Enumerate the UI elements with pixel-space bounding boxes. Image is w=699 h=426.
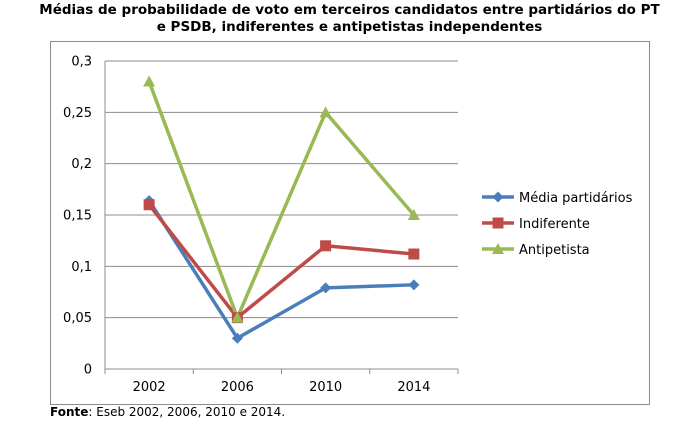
y-tick-label: 0,2 xyxy=(71,157,92,172)
y-tick-label: 0,25 xyxy=(63,106,92,121)
y-tick-label: 0,05 xyxy=(63,311,92,326)
legend-swatch-marker xyxy=(492,191,504,203)
y-tick-label: 0 xyxy=(84,363,92,378)
legend-label: Média partidários xyxy=(519,191,633,206)
y-tick-label: 0,15 xyxy=(63,209,92,224)
series-1-point xyxy=(231,332,243,344)
series-line-2 xyxy=(147,202,416,320)
series-2-point xyxy=(320,240,332,252)
source-label: Fonte xyxy=(50,405,89,419)
series-line-1 xyxy=(147,198,416,340)
chart-title-line-2: e PSDB, indiferentes e antipetistas inde… xyxy=(156,19,543,35)
series-2-point xyxy=(143,199,155,211)
y-tick-label: 0,3 xyxy=(71,55,92,70)
y-tick-label: 0,1 xyxy=(71,260,92,275)
x-tick-label: 2010 xyxy=(309,380,342,395)
series-line-3 xyxy=(147,79,416,320)
chart-title-line-1: Médias de probabilidade de voto em terce… xyxy=(39,2,660,18)
x-tick-label: 2002 xyxy=(133,380,166,395)
x-tick-label: 2006 xyxy=(221,380,254,395)
chart-title: Médias de probabilidade de voto em terce… xyxy=(0,0,699,36)
source-text: : Eseb 2002, 2006, 2010 e 2014. xyxy=(88,405,286,419)
series-1-point xyxy=(320,282,332,294)
series-2-point xyxy=(408,248,420,260)
series-3-point xyxy=(407,209,420,220)
series-1-point xyxy=(408,279,420,291)
source-note: Fonte: Eseb 2002, 2006, 2010 e 2014. xyxy=(50,405,285,419)
legend-swatch-marker xyxy=(492,243,504,254)
x-tick-label: 2014 xyxy=(397,380,430,395)
chart-frame xyxy=(50,41,650,405)
legend-label: Indiferente xyxy=(519,217,590,232)
series-3-point xyxy=(319,106,332,118)
series-3-point xyxy=(231,311,244,323)
series-3-point xyxy=(143,75,156,87)
legend-label: Antipetista xyxy=(519,243,590,258)
legend-swatch-marker xyxy=(492,217,504,229)
